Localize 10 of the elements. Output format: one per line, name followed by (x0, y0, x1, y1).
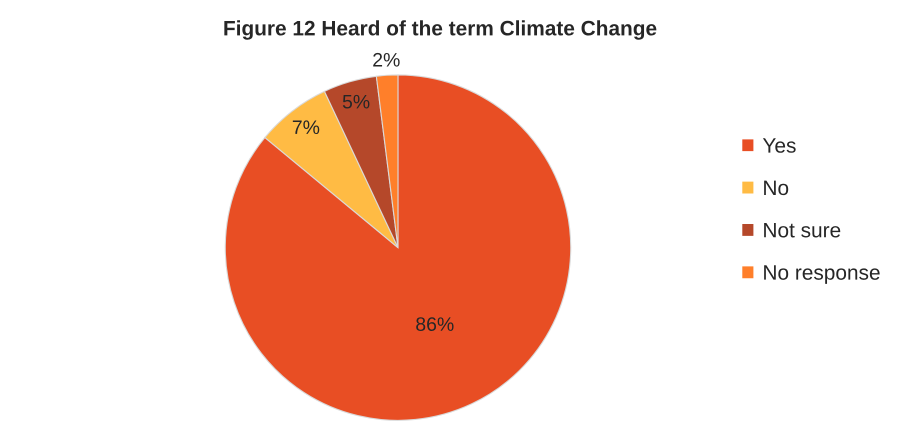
legend-label: Not sure (764, 222, 840, 238)
legend-label: No (764, 180, 788, 196)
chart-title: Figure 12 Heard of the term Climate Change (224, 20, 656, 40)
data-label: 7% (292, 120, 320, 134)
pie-slice (224, 74, 572, 421)
data-label: 86% (416, 317, 454, 331)
legend-label: No response (764, 265, 880, 284)
legend-label: Yes (762, 138, 796, 153)
data-label: 5% (342, 94, 370, 109)
data-label: 2% (373, 52, 400, 67)
